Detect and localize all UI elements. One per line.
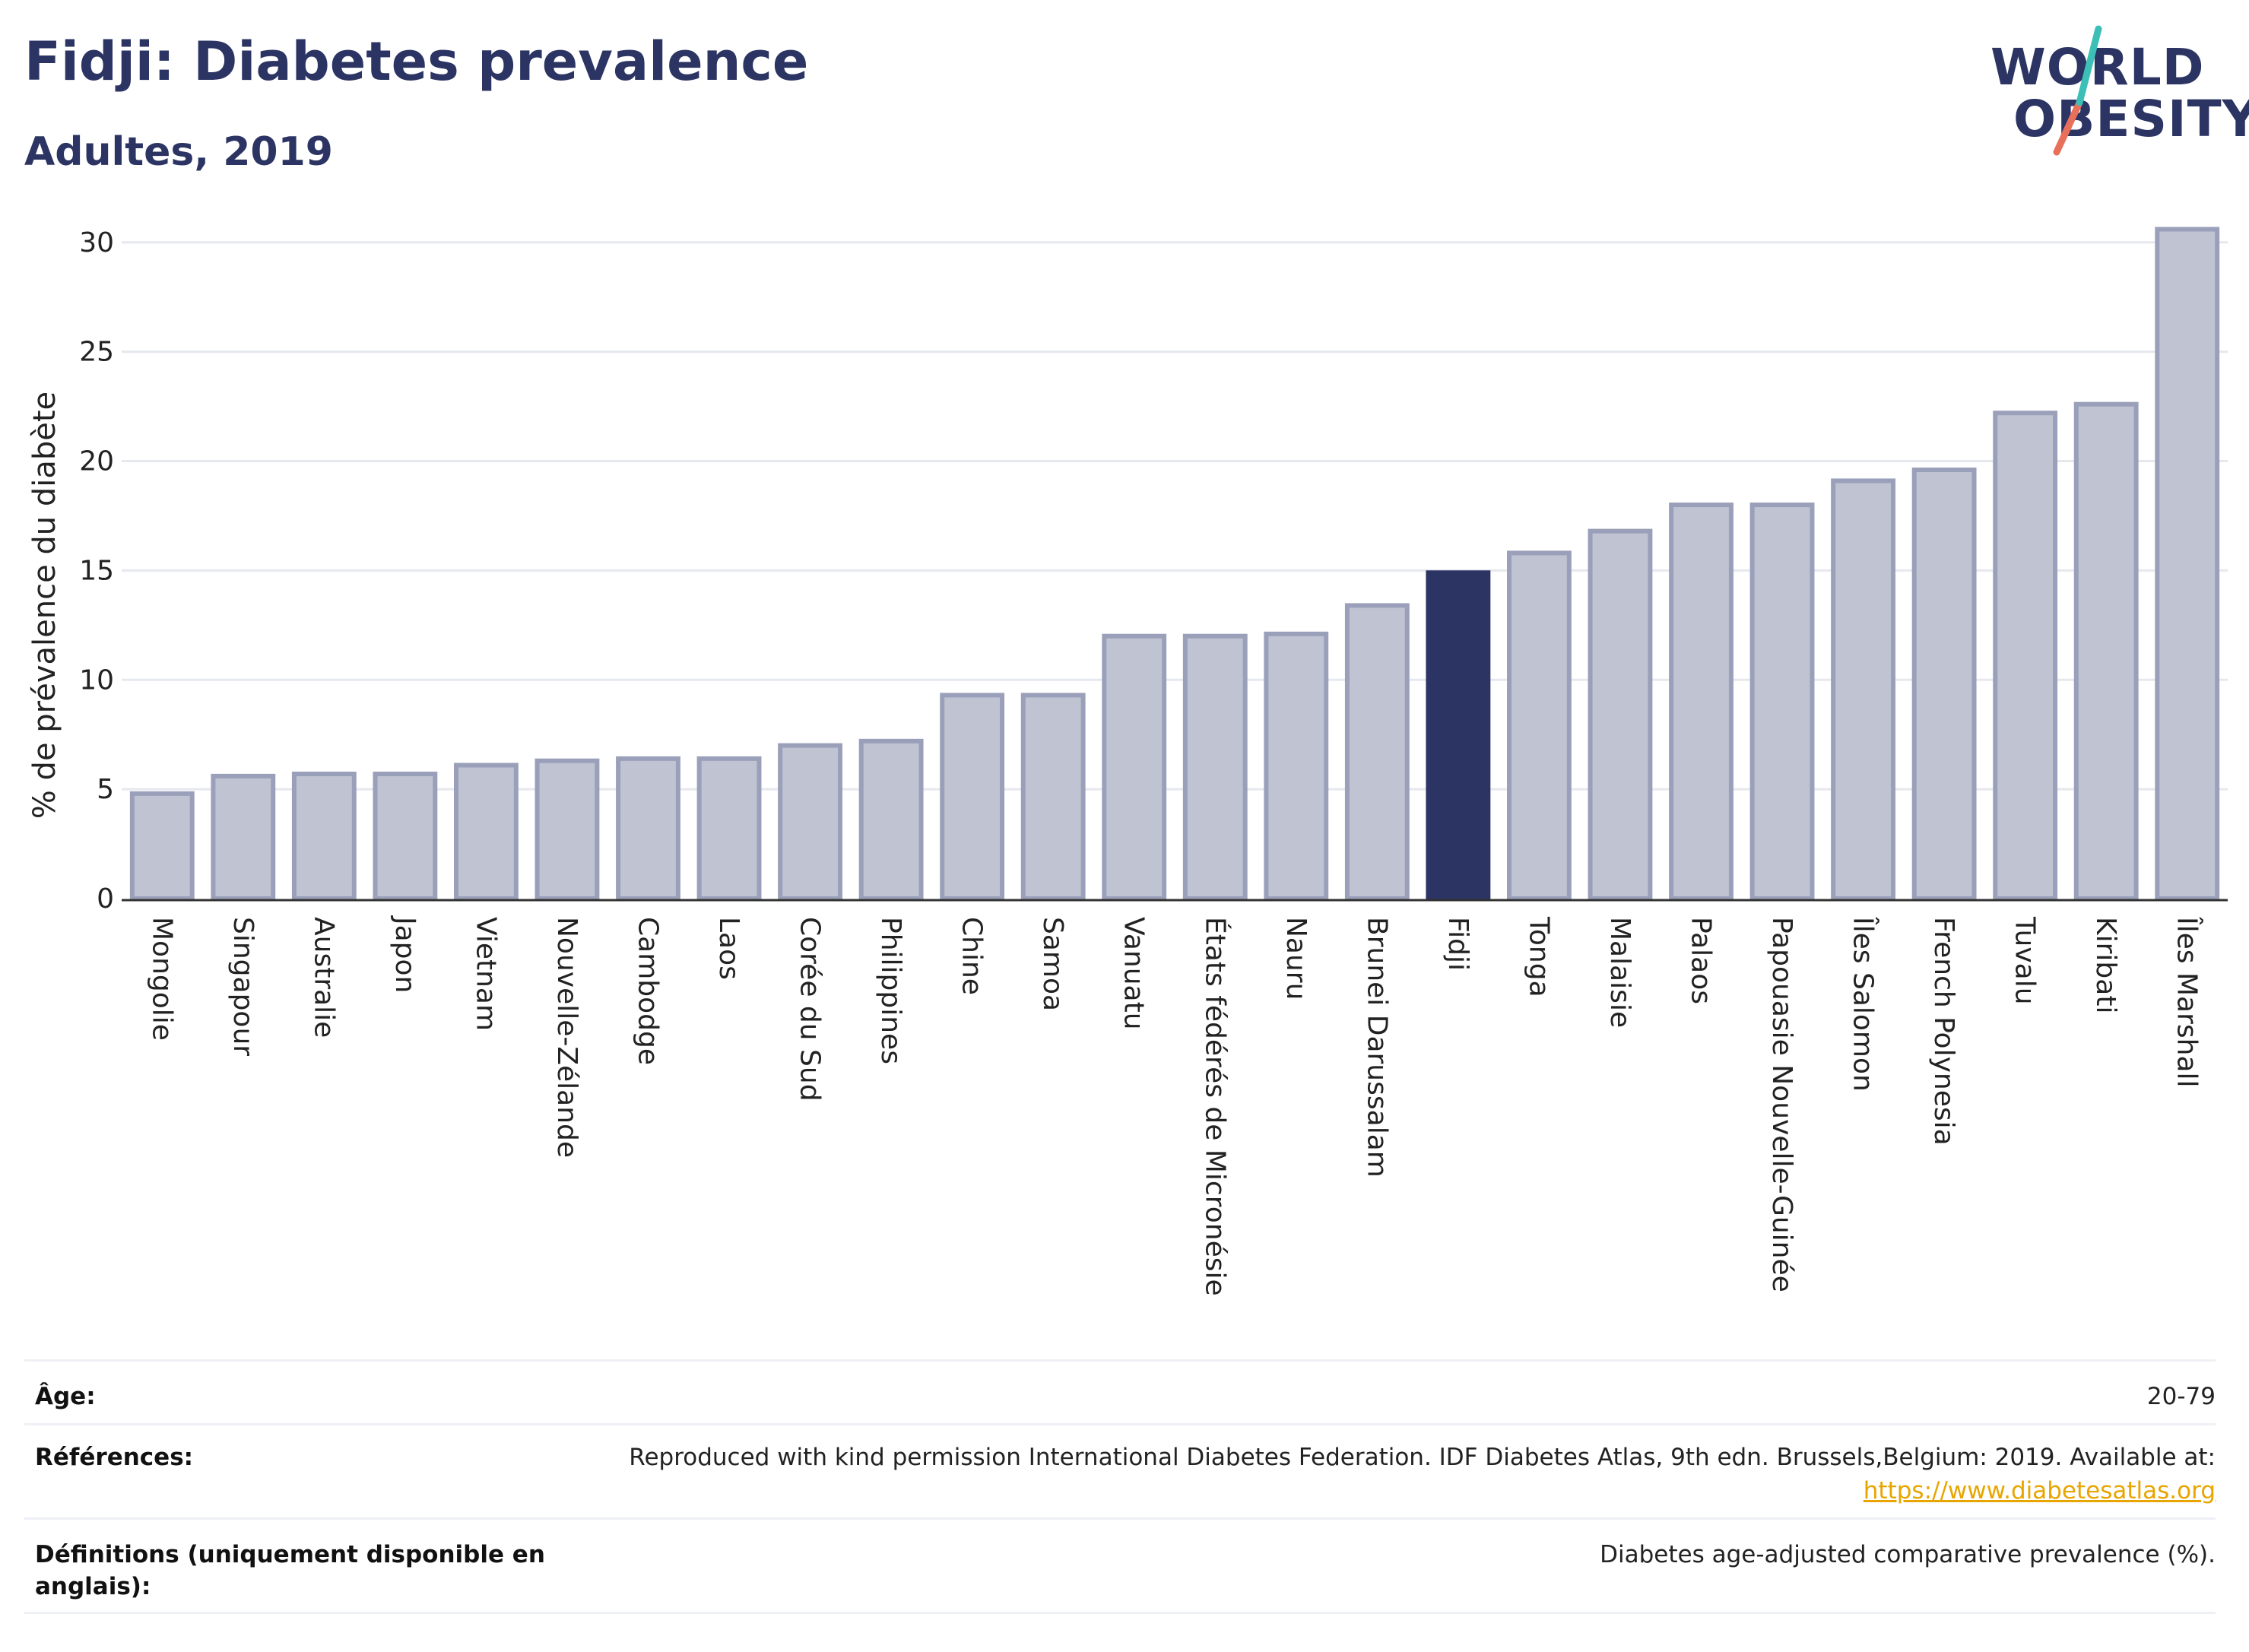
x-axis-ticks: Mongolie Singapour Australie Japon Vietnam No… <box>146 915 2203 1296</box>
bar-états-fédérés-de-micronésie[interactable] <box>1182 633 1248 901</box>
x-tick-label: Philippines <box>875 917 906 1064</box>
x-tick-label: Cambodge <box>633 917 664 1065</box>
bar-french-polynesia[interactable] <box>1911 468 1977 901</box>
x-tick-label: Nauru <box>1280 917 1312 1000</box>
bar-vietnam[interactable] <box>454 763 519 901</box>
x-tick-label: Tonga <box>1523 916 1554 997</box>
x-tick-label: Vanuatu <box>1118 917 1150 1030</box>
bar-kiribati[interactable] <box>2073 401 2139 901</box>
bar-tonga[interactable] <box>1507 550 1572 901</box>
bar-îles-marshall[interactable] <box>2155 227 2220 901</box>
page-subtitle: Adultes, 2019 <box>24 129 333 175</box>
x-tick-label: Vietnam <box>470 917 501 1031</box>
grid-lines <box>122 241 2228 791</box>
bars <box>129 227 2220 902</box>
y-tick-label: 30 <box>79 227 114 258</box>
info-bottom-divider <box>24 1612 2216 1614</box>
y-tick-label: 15 <box>79 555 114 586</box>
info-row-definitions: Définitions (uniquement disponible en an… <box>24 1517 2216 1614</box>
world-obesity-logo: WORLD OBESITY <box>1984 23 2249 160</box>
bar-malaisie[interactable] <box>1588 528 1653 902</box>
logo-slash-icon <box>2053 25 2102 156</box>
bar-tuvalu[interactable] <box>1993 411 2058 901</box>
x-tick-label: Palaos <box>1686 917 1717 1004</box>
bar-corée-du-sud[interactable] <box>778 743 842 901</box>
x-tick-label: French Polynesia <box>1928 917 1959 1146</box>
bar-îles-salomon[interactable] <box>1831 478 1895 901</box>
bar-singapour[interactable] <box>211 773 276 901</box>
x-tick-label: États fédérés de Micronésie <box>1199 917 1231 1296</box>
bar-mongolie[interactable] <box>129 791 195 902</box>
bar-vanuatu[interactable] <box>1102 633 1167 901</box>
bar-brunei-darussalam[interactable] <box>1344 603 1410 901</box>
references-label: Références: <box>35 1444 194 1471</box>
y-axis-label: % de prévalence du diabète <box>27 392 62 819</box>
page-title: Fidji: Diabetes prevalence <box>24 30 809 93</box>
bar-samoa[interactable] <box>1020 693 1086 902</box>
bar-cambodge[interactable] <box>616 756 680 901</box>
x-tick-label: Chine <box>956 917 988 995</box>
logo-text-obesity: OBESITY <box>2013 90 2249 148</box>
references-value: Reproduced with kind permission Internat… <box>629 1444 2216 1471</box>
references-link[interactable]: https://www.diabetesatlas.org <box>1863 1477 2216 1505</box>
x-tick-label: Australie <box>308 917 339 1038</box>
info-row-references: Références: Reproduced with kind permiss… <box>24 1423 2216 1520</box>
x-tick-label: Papouasie Nouvelle-Guinée <box>1766 917 1797 1292</box>
bar-australie[interactable] <box>291 771 357 902</box>
definitions-label-line2: anglais): <box>35 1573 151 1600</box>
info-row-age: Âge: 20-79 <box>24 1359 2216 1425</box>
y-tick-label: 0 <box>97 883 114 915</box>
bar-papouasie-nouvelle-guinée[interactable] <box>1749 503 1815 901</box>
y-tick-label: 5 <box>97 774 114 805</box>
bar-japon[interactable] <box>373 771 438 902</box>
definitions-label-line1: Définitions (uniquement disponible en <box>35 1541 545 1568</box>
x-tick-label: Samoa <box>1037 917 1068 1011</box>
y-axis-ticks: 0 5 10 15 20 25 30 <box>79 227 114 915</box>
bar-chart: 0 5 10 15 20 25 30 Mongolie Singapour Australie J… <box>27 227 2228 1296</box>
x-tick-label: Brunei Darussalam <box>1361 917 1392 1178</box>
x-tick-label: Singapour <box>227 917 259 1056</box>
y-tick-label: 25 <box>79 337 114 368</box>
age-label: Âge: <box>35 1383 96 1410</box>
x-tick-label: Îles Marshall <box>2171 916 2203 1088</box>
bar-palaos[interactable] <box>1669 503 1734 901</box>
bar-nouvelle-zélande[interactable] <box>534 758 600 902</box>
x-tick-label: Malaisie <box>1604 917 1635 1028</box>
x-tick-label: Mongolie <box>146 917 177 1041</box>
x-tick-label: Laos <box>713 917 744 980</box>
x-tick-label: Kiribati <box>2090 917 2121 1013</box>
x-tick-label: Corée du Sud <box>795 917 826 1102</box>
bar-nauru[interactable] <box>1264 631 1329 902</box>
bar-fidji[interactable] <box>1426 570 1491 901</box>
bar-philippines[interactable] <box>858 738 924 901</box>
bar-chine[interactable] <box>940 693 1005 902</box>
logo-text-world: WORLD <box>1990 38 2205 97</box>
bar-laos[interactable] <box>696 756 762 901</box>
x-tick-label: Japon <box>389 915 420 993</box>
definitions-value: Diabetes age-adjusted comparative preval… <box>1600 1541 2216 1568</box>
x-tick-label: Nouvelle-Zélande <box>551 917 582 1158</box>
y-tick-label: 20 <box>79 446 114 477</box>
x-tick-label: Fidji <box>1442 917 1473 971</box>
y-tick-label: 10 <box>79 664 114 696</box>
age-value: 20-79 <box>2146 1383 2216 1410</box>
x-tick-label: Tuvalu <box>2010 916 2041 1005</box>
x-tick-label: Îles Salomon <box>1848 916 1879 1092</box>
